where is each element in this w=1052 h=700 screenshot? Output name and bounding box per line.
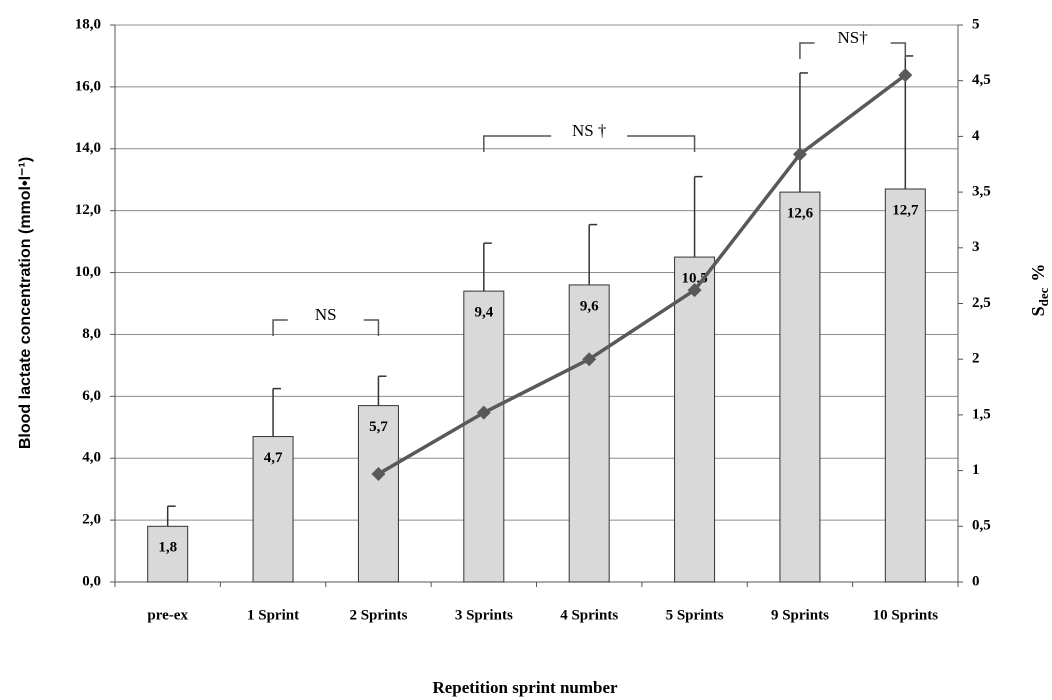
- bracket: [272, 319, 380, 336]
- y2-tick-label: 2,5: [972, 295, 991, 311]
- y2-label-unit: %: [1028, 264, 1048, 282]
- y-tick-label: 2,0: [82, 512, 101, 528]
- y-axis-label: Blood lactate concentration (mmol•l⁻¹): [17, 157, 34, 449]
- y2-label-sub: dec: [1036, 287, 1051, 306]
- bracket: [799, 42, 907, 59]
- marker: [371, 466, 386, 481]
- x-tick-label: pre-ex: [147, 607, 188, 623]
- y2-tick-label: 4: [972, 128, 980, 144]
- y2-tick-label: 4,5: [972, 72, 991, 88]
- x-tick-label: 5 Sprints: [666, 607, 724, 623]
- value-label: 12,6: [787, 206, 814, 222]
- y-tick-label: 10,0: [75, 264, 101, 280]
- x-tick-label: 10 Sprints: [873, 607, 939, 623]
- annotation: NS: [315, 305, 337, 324]
- bar: [779, 191, 821, 583]
- y2-label-main: S: [1028, 306, 1048, 316]
- marker: [582, 352, 597, 367]
- bar: [252, 436, 294, 583]
- y-tick-label: 14,0: [75, 140, 101, 156]
- bar: [674, 256, 716, 583]
- y-tick-label: 16,0: [75, 78, 101, 94]
- value-label: 5,7: [369, 419, 388, 435]
- y2-tick-label: 1,5: [972, 406, 991, 422]
- x-tick-label: 9 Sprints: [771, 607, 829, 623]
- value-label: 12,7: [892, 202, 919, 218]
- y-tick-label: 18,0: [75, 16, 101, 32]
- line: [377, 73, 907, 476]
- x-tick-label: 1 Sprint: [247, 607, 299, 623]
- bracket: [483, 135, 696, 152]
- y-tick-label: 4,0: [82, 450, 101, 466]
- marker: [687, 283, 702, 298]
- annotation: NS †: [572, 121, 606, 140]
- y2-tick-label: 0,5: [972, 518, 991, 534]
- marker: [476, 405, 491, 420]
- y2-tick-label: 5: [972, 16, 980, 32]
- y2-tick-label: 3,5: [972, 184, 991, 200]
- bar: [463, 290, 505, 583]
- value-label: 9,6: [580, 298, 599, 314]
- value-label: 1,8: [158, 540, 177, 556]
- y-tick-label: 0,0: [82, 573, 101, 589]
- x-tick-label: 4 Sprints: [560, 607, 618, 623]
- y2-axis-label: Sdec%: [1028, 264, 1051, 317]
- y2-tick-label: 0: [972, 573, 980, 589]
- y-tick-label: 6,0: [82, 388, 101, 404]
- x-axis-label: Repetition sprint number: [432, 678, 618, 697]
- bar: [147, 525, 189, 583]
- annotation: NS†: [838, 28, 868, 47]
- y-tick-label: 8,0: [82, 326, 101, 342]
- y2-tick-label: 3: [972, 239, 980, 255]
- bar: [568, 284, 610, 583]
- y-tick-label: 12,0: [75, 202, 101, 218]
- value-label: 4,7: [264, 450, 283, 466]
- bar: [357, 405, 399, 583]
- marker: [898, 68, 913, 83]
- value-label: 9,4: [474, 305, 493, 321]
- bar: [884, 188, 926, 583]
- y2-tick-label: 1: [972, 462, 980, 478]
- x-tick-label: 2 Sprints: [349, 607, 407, 623]
- x-tick-label: 3 Sprints: [455, 607, 513, 623]
- y2-tick-label: 2: [972, 351, 980, 367]
- marker: [792, 147, 807, 162]
